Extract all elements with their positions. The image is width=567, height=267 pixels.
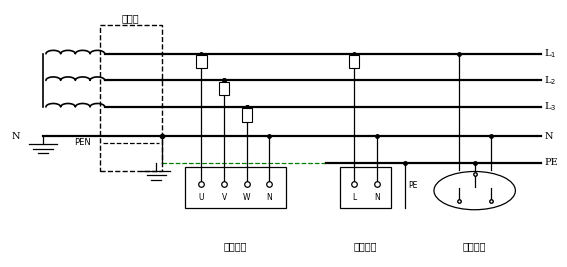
Text: PEN: PEN: [74, 138, 91, 147]
Text: N: N: [266, 193, 272, 202]
Text: L$_1$: L$_1$: [544, 48, 556, 60]
Text: 三相设备: 三相设备: [223, 241, 247, 252]
Text: L$_2$: L$_2$: [544, 74, 556, 87]
Text: N: N: [374, 193, 380, 202]
Text: N: N: [544, 132, 553, 141]
Text: N: N: [12, 132, 20, 141]
Bar: [349, 55, 359, 68]
Text: V: V: [222, 193, 227, 202]
Text: U: U: [199, 193, 204, 202]
Text: PE: PE: [544, 158, 558, 167]
Bar: [184, 167, 286, 208]
Text: 配电筱: 配电筱: [122, 13, 139, 23]
Text: PE: PE: [408, 181, 417, 190]
Text: W: W: [243, 193, 251, 202]
Text: 单相插座: 单相插座: [463, 241, 486, 252]
Bar: [242, 108, 252, 121]
Text: L: L: [352, 193, 356, 202]
Text: L$_3$: L$_3$: [544, 101, 557, 113]
Bar: [219, 82, 229, 95]
Text: 单相设切: 单相设切: [354, 241, 377, 252]
Bar: [340, 167, 391, 208]
Bar: [196, 55, 206, 68]
Bar: [100, 25, 162, 171]
